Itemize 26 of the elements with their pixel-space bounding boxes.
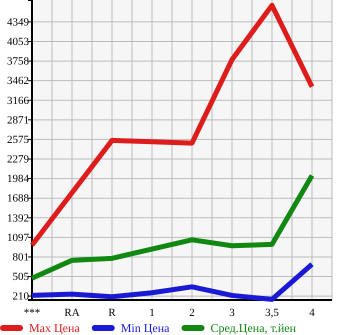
y-tick-label: 4053 (7, 36, 30, 48)
y-tick-label: 210 (12, 290, 30, 303)
y-tick-label: 801 (12, 251, 29, 264)
x-tick-label: 4 (309, 307, 316, 320)
x-tick-label: *** (24, 307, 40, 320)
x-tick-label: R (108, 307, 116, 320)
y-tick-label: 3166 (7, 94, 30, 107)
x-tick-label: 2 (189, 307, 195, 320)
y-tick-label: 3758 (7, 56, 30, 68)
x-tick-label: 3 (229, 307, 236, 320)
x-tick-label: 3,5 (265, 307, 280, 320)
x-tick-label: 1 (149, 307, 155, 320)
y-tick-label: 1688 (7, 192, 30, 205)
x-tick-label: RA (64, 307, 80, 320)
y-tick-label: 3462 (7, 75, 29, 88)
y-tick-label: 4349 (7, 16, 30, 28)
legend-label: Min Цена (120, 321, 170, 335)
y-tick-label: 2279 (7, 154, 30, 166)
y-tick-label: 1984 (7, 173, 30, 186)
legend-label: Max Цена (29, 321, 80, 335)
y-tick-label: 1392 (7, 212, 29, 224)
legend-label: Сред.Цена, т.йен (210, 321, 297, 335)
y-tick-label: 2575 (7, 134, 30, 146)
y-tick-label: 2871 (7, 114, 29, 126)
y-tick-label: 1097 (7, 232, 30, 244)
y-tick-label: 505 (12, 271, 30, 284)
